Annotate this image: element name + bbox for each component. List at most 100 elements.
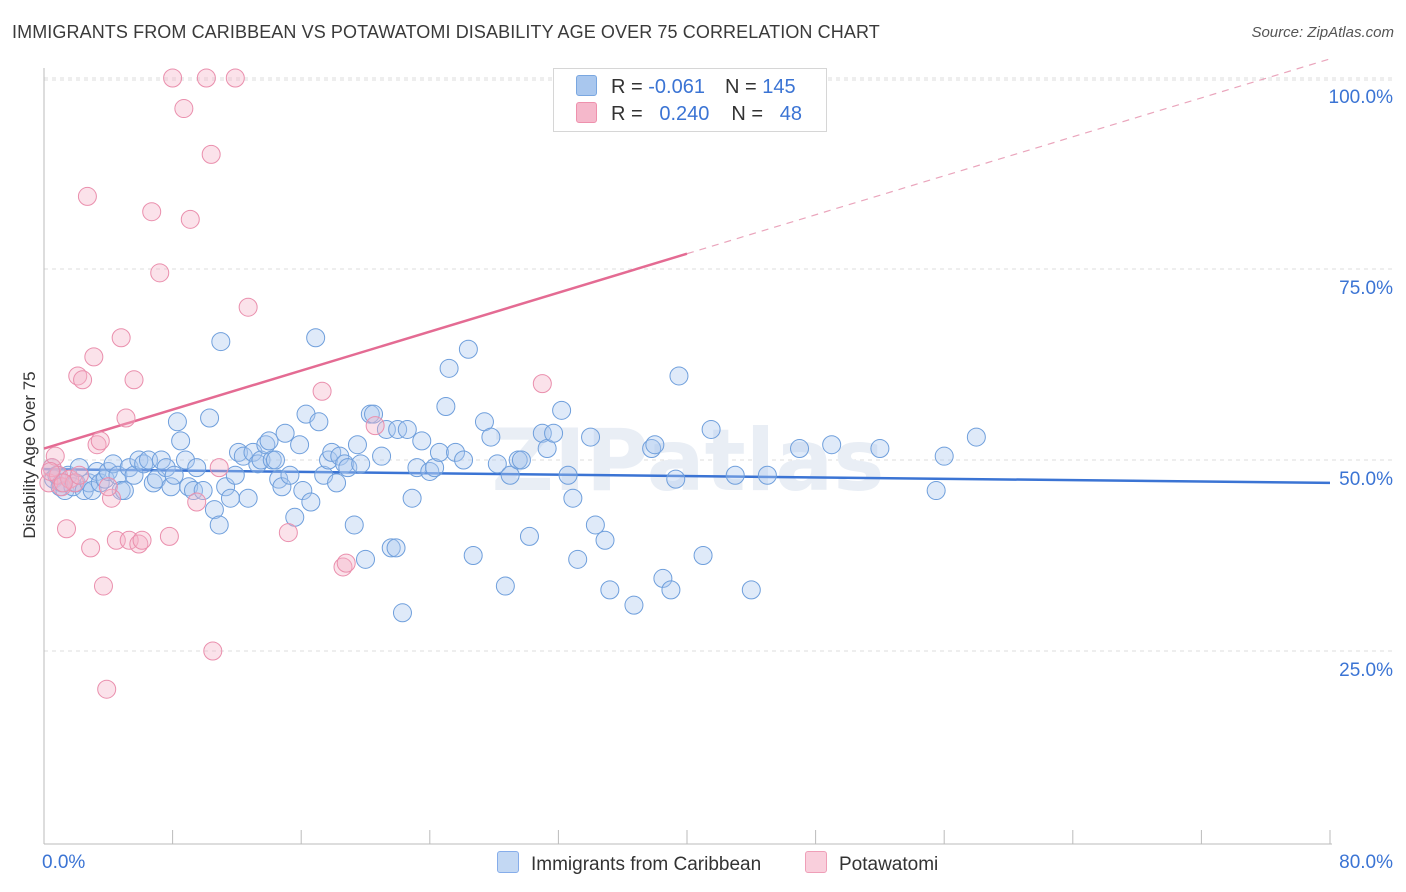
point-caribbean (95, 469, 115, 489)
watermark: ZIPatlas (492, 411, 885, 511)
point-caribbean (790, 439, 810, 459)
trend-line-caribbean (43, 467, 1331, 485)
data-points (39, 68, 986, 699)
point-potawatomi (203, 641, 223, 661)
point-caribbean (372, 446, 392, 466)
point-potawatomi (312, 381, 332, 401)
point-caribbean (335, 454, 355, 474)
point-caribbean (344, 515, 364, 535)
point-caribbean (275, 423, 295, 443)
chart-title: IMMIGRANTS FROM CARIBBEAN VS POTAWATOMI … (12, 22, 880, 42)
legend-row-caribbean: R = -0.061 N = 145 (576, 75, 796, 99)
point-caribbean (265, 450, 285, 470)
point-caribbean (402, 488, 422, 508)
source-credit: Source: ZipAtlas.com (1251, 24, 1394, 41)
legend-swatch-caribbean (576, 75, 597, 96)
point-caribbean (436, 397, 456, 417)
point-caribbean (82, 481, 102, 501)
point-caribbean (156, 458, 176, 478)
point-caribbean (397, 419, 417, 439)
y-tick-label-50: 50.0% (1339, 469, 1393, 490)
point-caribbean (171, 431, 191, 451)
point-caribbean (822, 435, 842, 455)
point-caribbean (487, 454, 507, 474)
point-potawatomi (209, 458, 229, 478)
point-caribbean (661, 580, 681, 600)
point-caribbean (544, 423, 564, 443)
point-caribbean (290, 435, 310, 455)
point-caribbean (327, 473, 347, 493)
point-caribbean (934, 446, 954, 466)
point-caribbean (220, 488, 240, 508)
point-caribbean (306, 328, 326, 348)
point-caribbean (458, 339, 478, 359)
point-caribbean (338, 458, 358, 478)
point-caribbean (309, 412, 329, 432)
point-potawatomi (159, 526, 179, 546)
y-tick-label-25: 25.0% (1339, 660, 1393, 681)
point-potawatomi (187, 492, 207, 512)
point-potawatomi (336, 553, 356, 573)
legend-n-label: N = (731, 103, 764, 125)
point-potawatomi (278, 523, 298, 543)
point-potawatomi (116, 408, 136, 428)
point-potawatomi (93, 576, 113, 596)
point-potawatomi (73, 370, 93, 390)
point-caribbean (645, 435, 665, 455)
point-potawatomi (45, 446, 65, 466)
bottom-legend-potawatomi: Potawatomi (805, 851, 938, 876)
point-caribbean (392, 603, 412, 623)
point-caribbean (870, 439, 890, 459)
x-tick-label-max: 80.0% (1339, 852, 1393, 873)
bottom-legend-label-potawatomi: Potawatomi (839, 854, 939, 875)
point-potawatomi (102, 488, 122, 508)
point-caribbean (269, 469, 289, 489)
point-caribbean (79, 473, 99, 493)
point-potawatomi (84, 347, 104, 367)
point-potawatomi (57, 519, 77, 539)
trend-line-extension-potawatomi (686, 58, 1331, 255)
point-caribbean (666, 469, 686, 489)
point-potawatomi (69, 465, 89, 485)
point-potawatomi (124, 370, 144, 390)
point-caribbean (741, 580, 761, 600)
point-potawatomi (77, 186, 97, 206)
point-caribbean (581, 427, 601, 447)
y-tick-label-100: 100.0% (1328, 87, 1393, 108)
point-caribbean (446, 442, 466, 462)
bottom-legend-swatch-caribbean (497, 851, 519, 873)
point-caribbean (200, 408, 220, 428)
point-potawatomi (365, 416, 385, 436)
bottom-legend-caribbean: Immigrants from Caribbean (497, 851, 761, 876)
point-caribbean (193, 481, 213, 501)
point-potawatomi (333, 557, 353, 577)
point-caribbean (511, 450, 531, 470)
grid-lines (44, 77, 1392, 652)
point-caribbean (280, 465, 300, 485)
point-caribbean (293, 481, 313, 501)
point-caribbean (454, 450, 474, 470)
point-potawatomi (532, 374, 552, 394)
point-caribbean (259, 431, 279, 451)
legend-n-value-caribbean: 145 (762, 76, 796, 98)
point-potawatomi (97, 679, 117, 699)
point-caribbean (425, 458, 445, 478)
point-potawatomi (163, 68, 183, 88)
point-caribbean (167, 412, 187, 432)
point-caribbean (653, 568, 673, 588)
point-potawatomi (132, 530, 152, 550)
y-tick-label-75: 75.0% (1339, 278, 1393, 299)
legend-r-value-potawatomi: 0.240 (659, 103, 710, 125)
trend-line-potawatomi (43, 252, 688, 450)
point-caribbean (463, 546, 483, 565)
point-caribbean (183, 481, 203, 501)
bottom-legend-swatch-potawatomi (805, 851, 827, 873)
point-potawatomi (238, 297, 258, 317)
point-potawatomi (150, 263, 170, 283)
point-potawatomi (196, 68, 216, 88)
x-tick-label-min: 0.0% (42, 852, 86, 873)
point-caribbean (439, 358, 459, 378)
point-caribbean (301, 492, 321, 512)
point-caribbean (500, 465, 520, 485)
